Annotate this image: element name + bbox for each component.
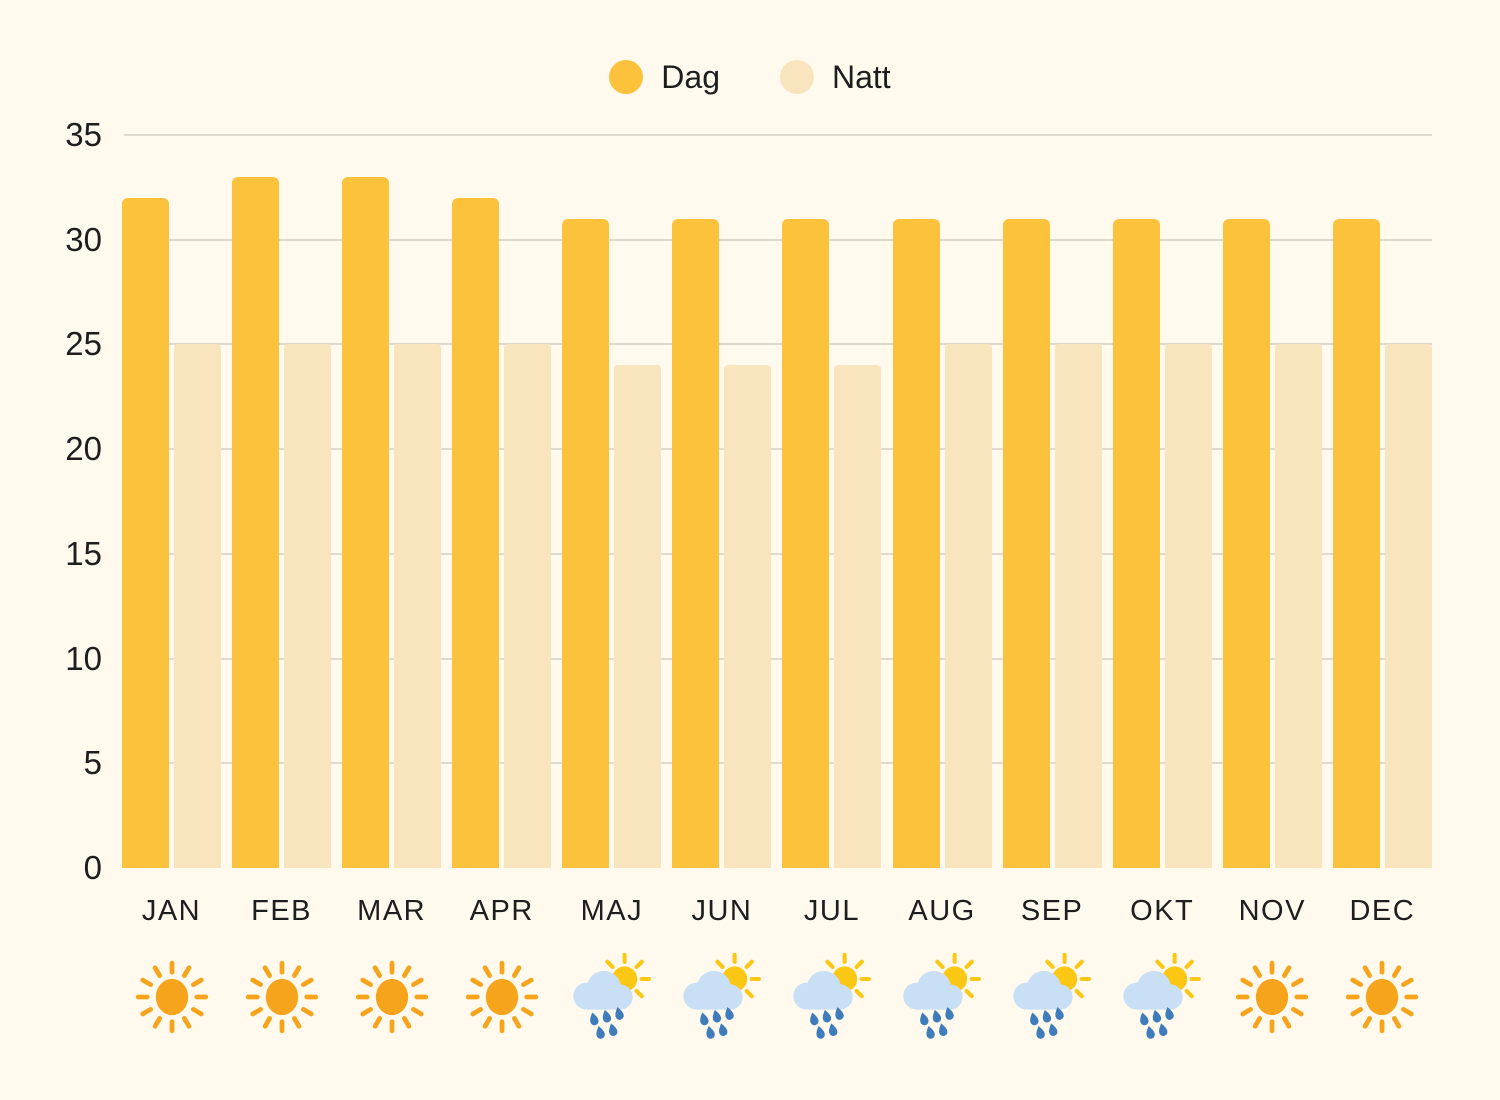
bar-day-sep <box>1002 218 1050 868</box>
bar-night-aug <box>944 344 992 868</box>
chart-legend: Dag Natt <box>0 58 1500 96</box>
y-tick-label-30: 30 <box>65 220 102 258</box>
bar-night-jul <box>834 365 882 868</box>
bar-night-dec <box>1384 344 1432 868</box>
bar-day-jun <box>672 218 720 868</box>
bar-day-apr <box>452 197 500 868</box>
bar-group-feb <box>232 135 332 868</box>
y-axis: 0 5 10 15 20 25 30 35 <box>20 116 102 886</box>
bar-night-mar <box>394 344 442 868</box>
y-tick-label-20: 20 <box>65 430 102 468</box>
legend-natt-dot <box>780 60 814 94</box>
sun-icon <box>232 942 331 1052</box>
bar-night-apr <box>504 344 552 868</box>
legend-natt-label: Natt <box>832 59 891 95</box>
gridline-5 <box>124 762 1432 765</box>
x-tick-label-dec: DEC <box>1349 895 1416 927</box>
bar-night-maj <box>614 365 662 868</box>
gridline-35 <box>124 134 1432 136</box>
bar-day-nov <box>1222 218 1270 868</box>
rain-sun-icon <box>672 942 771 1052</box>
bar-night-nov <box>1274 344 1322 868</box>
bar-day-jan <box>122 197 169 868</box>
gridline-30 <box>124 238 1432 241</box>
bar-night-sep <box>1054 344 1102 868</box>
x-tick-label-feb: FEB <box>251 895 313 927</box>
sun-icon <box>342 942 441 1052</box>
bar-day-maj <box>562 218 610 868</box>
y-tick-label-25: 25 <box>65 325 102 363</box>
bar-group-okt <box>1112 135 1212 868</box>
x-tick-label-jan: JAN <box>141 895 202 927</box>
rain-sun-icon <box>562 942 661 1052</box>
bar-day-dec <box>1332 218 1380 868</box>
sun-icon <box>1333 942 1432 1052</box>
bar-night-jan <box>174 344 221 868</box>
x-axis: JAN FEB MAR APR MAJ JUN JUL AUG SEP OKT NOV DEC <box>122 893 1432 929</box>
rain-sun-icon <box>1003 942 1102 1052</box>
bar-group-jun <box>672 135 772 868</box>
sun-icon <box>122 942 221 1052</box>
legend-dag-label: Dag <box>661 59 720 95</box>
bar-group-nov <box>1222 135 1322 868</box>
rain-sun-icon <box>893 942 992 1052</box>
x-tick-label-sep: SEP <box>1020 895 1084 927</box>
rain-sun-icon <box>782 942 881 1052</box>
legend-item-dag: Dag <box>609 58 720 96</box>
x-tick-label-aug: AUG <box>908 895 976 927</box>
gridline-25 <box>124 343 1432 346</box>
gridline-20 <box>124 448 1432 451</box>
bar-night-jun <box>724 365 772 868</box>
bar-group-jul <box>782 135 882 868</box>
x-tick-label-maj: MAJ <box>580 895 644 927</box>
bar-night-okt <box>1164 344 1212 868</box>
legend-item-natt: Natt <box>780 58 891 96</box>
bar-day-jul <box>782 218 830 868</box>
bar-group-sep <box>1002 135 1102 868</box>
bar-day-feb <box>232 176 280 868</box>
y-tick-label-15: 15 <box>65 534 102 572</box>
bar-group-jan <box>122 135 221 868</box>
x-tick-label-jun: JUN <box>691 895 753 927</box>
plot-area <box>122 134 1432 868</box>
gridline-15 <box>124 552 1432 555</box>
y-tick-label-0: 0 <box>83 849 102 886</box>
x-tick-label-okt: OKT <box>1130 895 1195 927</box>
bar-day-aug <box>892 218 940 868</box>
bar-group-mar <box>342 135 442 868</box>
legend-dag-dot <box>609 60 644 94</box>
y-tick-label-5: 5 <box>83 744 102 782</box>
gridlines <box>122 134 1432 868</box>
bar-group-maj <box>562 135 662 868</box>
x-tick-label-jul: JUL <box>803 895 860 927</box>
gridline-10 <box>124 657 1432 660</box>
y-tick-label-35: 35 <box>65 116 102 153</box>
y-tick-label-10: 10 <box>65 639 102 677</box>
x-tick-label-nov: NOV <box>1238 895 1306 927</box>
bar-day-okt <box>1112 218 1160 868</box>
x-tick-label-mar: MAR <box>357 895 427 927</box>
sun-icon <box>1223 942 1322 1052</box>
bar-group-apr <box>452 135 552 868</box>
weather-icons-row <box>122 942 1432 1052</box>
sun-icon <box>452 942 551 1052</box>
rain-sun-icon <box>1113 942 1212 1052</box>
bar-night-feb <box>284 344 332 868</box>
bar-series <box>122 135 1432 868</box>
bar-day-mar <box>342 176 390 868</box>
bar-group-aug <box>892 135 992 868</box>
x-tick-label-apr: APR <box>469 895 534 927</box>
bar-group-dec <box>1332 135 1432 868</box>
